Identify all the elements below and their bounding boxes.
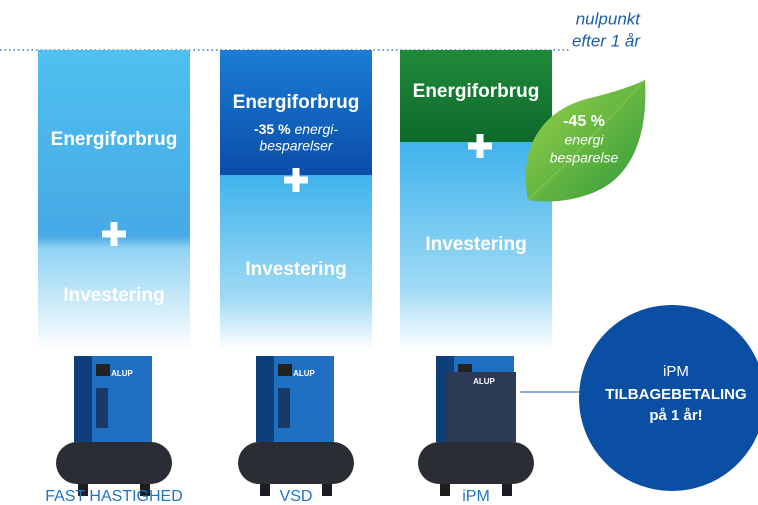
- leaf: [525, 80, 646, 202]
- saving-label: besparelser: [259, 138, 333, 154]
- leaf-label: energi: [565, 132, 605, 148]
- energy-label: Energiforbrug: [413, 81, 540, 102]
- caption: FAST HASTIGHED: [45, 488, 183, 505]
- compressor: ALUP: [238, 356, 354, 496]
- investment-label: Investering: [245, 259, 346, 280]
- column-investment: [220, 175, 372, 350]
- badge-text: iPM: [663, 363, 689, 380]
- svg-text:ALUP: ALUP: [293, 369, 315, 378]
- compressor: ALUP: [56, 356, 172, 496]
- compressor: ALUP: [418, 356, 534, 496]
- column: [38, 50, 190, 350]
- caption: VSD: [280, 488, 313, 505]
- column-energy: [220, 50, 372, 175]
- svg-text:ALUP: ALUP: [473, 377, 495, 386]
- energy-label: Energiforbrug: [51, 129, 178, 150]
- annotation: efter 1 år: [572, 31, 641, 50]
- investment-label: Investering: [425, 234, 526, 255]
- energy-label: Energiforbrug: [233, 92, 360, 113]
- caption: iPM: [462, 488, 490, 505]
- column-energy: [400, 50, 552, 142]
- annotation: nulpunkt: [576, 9, 642, 28]
- leaf-label: besparelse: [550, 150, 619, 166]
- svg-text:ALUP: ALUP: [111, 369, 133, 378]
- investment-label: Investering: [63, 285, 164, 306]
- badge-text: TILBAGEBETALING: [605, 386, 746, 403]
- leaf-percent: -45 %: [563, 113, 605, 130]
- saving-label: -35 % energi-: [254, 121, 338, 137]
- leaf-vein: [527, 79, 646, 201]
- badge: [579, 305, 758, 491]
- badge-text: på 1 år!: [649, 407, 702, 424]
